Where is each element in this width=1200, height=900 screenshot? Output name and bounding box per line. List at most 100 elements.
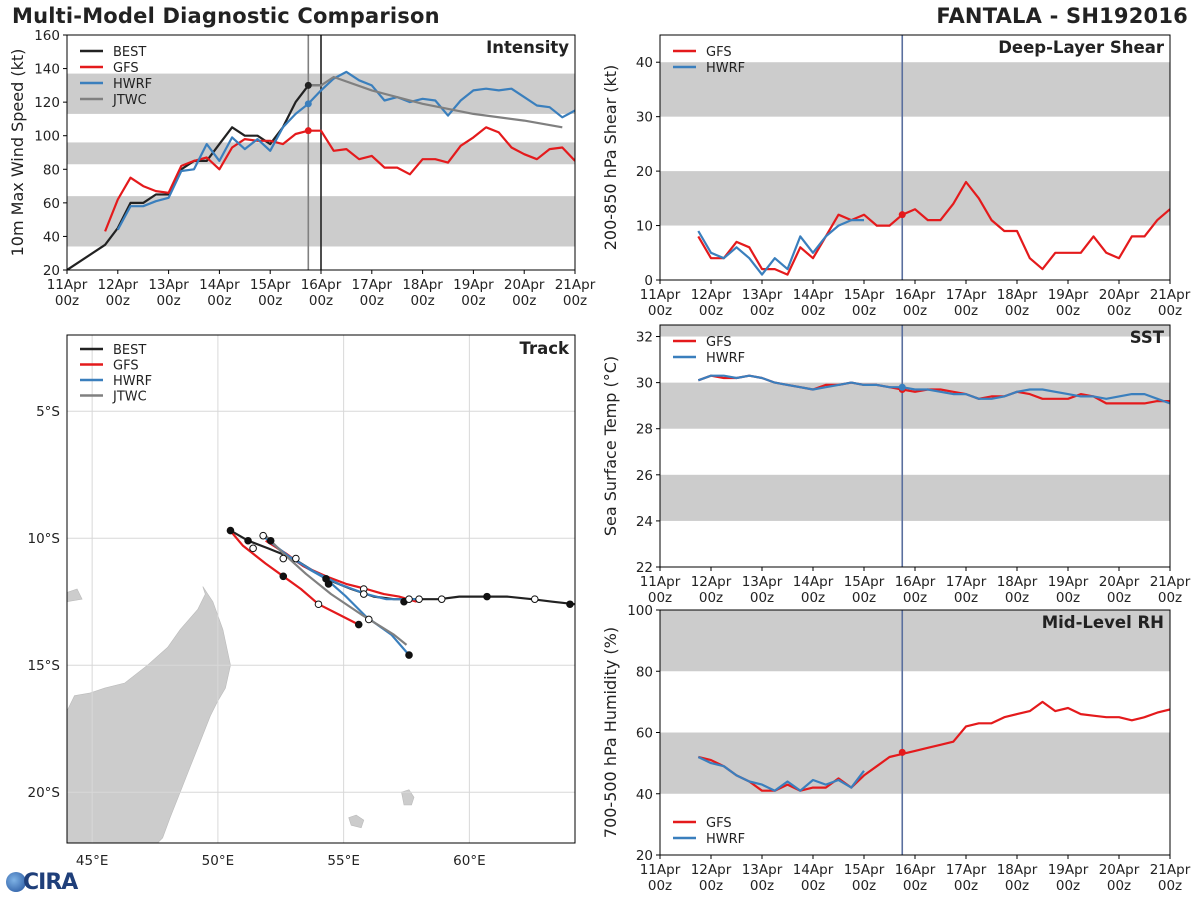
sst-xtick-label: 00z bbox=[852, 590, 876, 606]
intensity-xtick-label: 12Apr bbox=[98, 277, 139, 293]
rh-xtick-label: 00z bbox=[801, 878, 825, 894]
rh-ytick-label: 40 bbox=[636, 787, 653, 803]
rh-xtick-label: 11Apr bbox=[640, 862, 681, 878]
track-point bbox=[354, 620, 363, 629]
shear-xtick-label: 11Apr bbox=[640, 287, 681, 303]
sst-xtick-label: 00z bbox=[1005, 590, 1029, 606]
track-series-jtwc-5 bbox=[264, 534, 408, 646]
sst-xtick-label: 12Apr bbox=[691, 574, 732, 590]
sst-plot-area bbox=[697, 325, 1170, 567]
sst-xtick-label: 18Apr bbox=[997, 574, 1038, 590]
track-point bbox=[324, 580, 333, 588]
sst-xtick-label: 21Apr bbox=[1150, 574, 1191, 590]
shear-xtick-label: 17Apr bbox=[946, 287, 987, 303]
intensity-ytick-label: 60 bbox=[43, 196, 60, 212]
track-series-gfs-1 bbox=[227, 527, 360, 626]
land-reunion bbox=[348, 814, 365, 829]
rh-xtick-label: 00z bbox=[750, 878, 774, 894]
rh-xtick-label: 00z bbox=[1158, 878, 1182, 894]
track-ytick-label: 15°S bbox=[28, 658, 61, 674]
intensity-xtick-label: 00z bbox=[309, 293, 333, 309]
rh-xtick-label: 17Apr bbox=[946, 862, 987, 878]
rh-xtick-label: 21Apr bbox=[1150, 862, 1191, 878]
rh-xtick-label: 00z bbox=[954, 878, 978, 894]
track-point bbox=[405, 595, 413, 603]
intensity-panel: 2040608010012014016011Apr00z12Apr00z13Ap… bbox=[8, 28, 596, 309]
track-point bbox=[279, 572, 288, 581]
sst-xtick-label: 19Apr bbox=[1048, 574, 1089, 590]
sst-xtick-label: 11Apr bbox=[640, 574, 681, 590]
sst-xtick-label: 00z bbox=[903, 590, 927, 606]
sst-xtick-label: 00z bbox=[1107, 590, 1131, 606]
sst-xtick-label: 20Apr bbox=[1099, 574, 1140, 590]
shear-xtick-label: 00z bbox=[1005, 303, 1029, 319]
track-point bbox=[415, 595, 423, 603]
track-series-best-0 bbox=[229, 529, 575, 606]
track-legend-label-hwrf: HWRF bbox=[113, 374, 152, 389]
track-point bbox=[244, 536, 252, 545]
track-title: Track bbox=[520, 339, 570, 358]
shear-xtick-label: 12Apr bbox=[691, 287, 732, 303]
intensity-xtick-label: 17Apr bbox=[352, 277, 393, 293]
page-title: Multi-Model Diagnostic Comparison bbox=[12, 4, 440, 28]
track-plot-area bbox=[67, 335, 575, 843]
shear-ytick-label: 0 bbox=[644, 273, 653, 289]
sst-xtick-label: 00z bbox=[801, 590, 825, 606]
track-legend-label-best: BEST bbox=[113, 343, 146, 358]
sst-marker-hwrf bbox=[898, 383, 906, 391]
rh-xtick-label: 00z bbox=[699, 878, 723, 894]
storm-id: FANTALA - SH192016 bbox=[936, 4, 1188, 28]
intensity-plot-area bbox=[67, 35, 575, 270]
track-ytick-label: 10°S bbox=[28, 531, 61, 547]
rh-xtick-label: 12Apr bbox=[691, 862, 732, 878]
rh-xtick-label: 00z bbox=[1107, 878, 1131, 894]
rh-xtick-label: 00z bbox=[1005, 878, 1029, 894]
shear-xtick-label: 00z bbox=[699, 303, 723, 319]
sst-series-hwrf bbox=[697, 374, 1170, 405]
shear-series-gfs bbox=[697, 180, 1170, 276]
intensity-legend-label-hwrf: HWRF bbox=[113, 77, 152, 92]
rh-band-0 bbox=[660, 732, 1170, 794]
track-point bbox=[279, 554, 288, 563]
intensity-ytick-label: 140 bbox=[34, 62, 60, 78]
sst-xtick-label: 00z bbox=[699, 590, 723, 606]
intensity-marker-best bbox=[304, 81, 312, 89]
sst-ytick-label: 30 bbox=[636, 376, 653, 392]
track-legend-label-jtwc: JTWC bbox=[112, 390, 147, 405]
shear-ytick-label: 20 bbox=[636, 164, 653, 180]
intensity-xtick-label: 18Apr bbox=[402, 277, 443, 293]
intensity-ytick-label: 100 bbox=[34, 129, 60, 145]
shear-ylabel: 200-850 hPa Shear (kt) bbox=[601, 65, 620, 251]
sst-band-0 bbox=[660, 474, 1170, 521]
track-point bbox=[566, 600, 574, 609]
intensity-xtick-label: 15Apr bbox=[250, 277, 291, 293]
track-point bbox=[359, 590, 368, 598]
shear-legend-label-gfs: GFS bbox=[706, 45, 732, 60]
intensity-ytick-label: 40 bbox=[43, 229, 60, 245]
sst-legend-label-hwrf: HWRF bbox=[706, 351, 745, 366]
rh-xtick-label: 00z bbox=[1056, 878, 1080, 894]
shear-xtick-label: 13Apr bbox=[742, 287, 783, 303]
intensity-legend-label-jtwc: JTWC bbox=[112, 93, 147, 108]
intensity-series-gfs bbox=[104, 126, 575, 232]
sst-xtick-label: 00z bbox=[1158, 590, 1182, 606]
shear-xtick-label: 00z bbox=[1107, 303, 1131, 319]
shear-panel: 01020304011Apr00z12Apr00z13Apr00z14Apr00… bbox=[601, 34, 1191, 319]
intensity-xtick-label: 21Apr bbox=[555, 277, 596, 293]
shear-xtick-label: 18Apr bbox=[997, 287, 1038, 303]
shear-xtick-label: 00z bbox=[648, 303, 672, 319]
intensity-xtick-label: 20Apr bbox=[504, 277, 545, 293]
sst-legend-label-gfs: GFS bbox=[706, 335, 732, 350]
intensity-xtick-label: 13Apr bbox=[148, 277, 189, 293]
intensity-ytick-label: 20 bbox=[43, 263, 60, 279]
shear-plot-area bbox=[697, 35, 1170, 280]
sst-ytick-label: 26 bbox=[636, 468, 653, 484]
shear-xtick-label: 21Apr bbox=[1150, 287, 1191, 303]
intensity-xtick-label: 11Apr bbox=[47, 277, 88, 293]
track-series-hwrf-4 bbox=[265, 537, 420, 601]
shear-xtick-label: 15Apr bbox=[844, 287, 885, 303]
sst-xtick-label: 15Apr bbox=[844, 574, 885, 590]
sst-band-2 bbox=[660, 325, 1170, 337]
sst-xtick-label: 00z bbox=[648, 590, 672, 606]
rh-xtick-label: 00z bbox=[903, 878, 927, 894]
